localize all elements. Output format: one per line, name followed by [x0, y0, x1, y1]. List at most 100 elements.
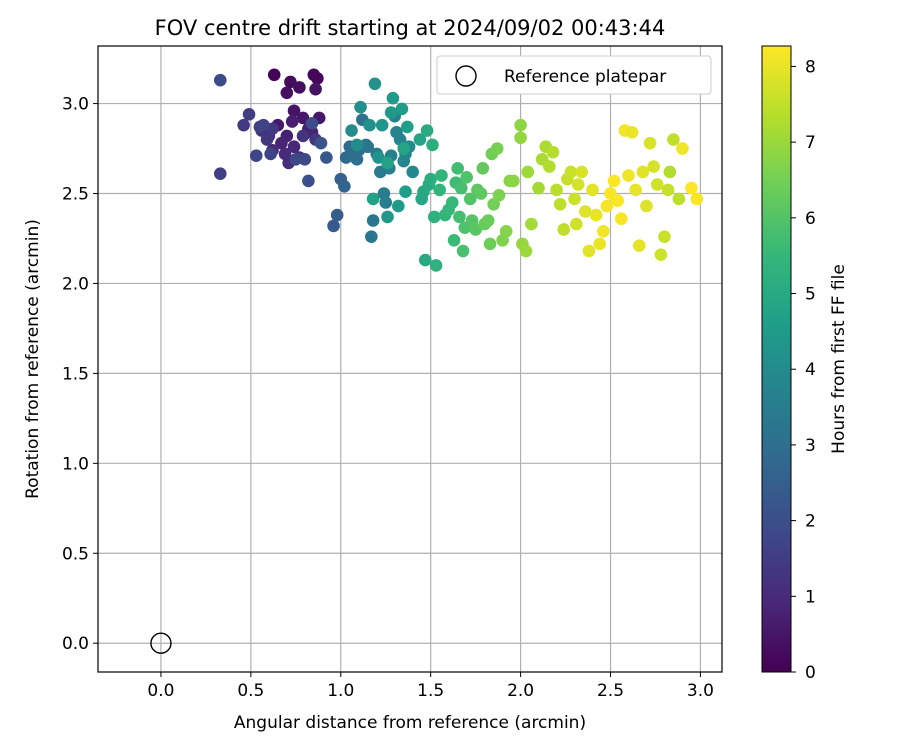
data-point [338, 180, 351, 193]
data-point [397, 142, 411, 155]
data-point [445, 196, 459, 209]
data-point [579, 205, 592, 218]
x-tick-label: 3.0 [687, 681, 714, 701]
data-point [280, 86, 294, 100]
y-axis-ticks: 0.0 0.5 1.0 1.5 2.0 2.5 3.0 [62, 95, 98, 654]
data-point [298, 153, 312, 166]
data-point [672, 192, 686, 206]
data-point [429, 259, 443, 272]
data-point [492, 189, 506, 202]
data-point [311, 72, 324, 85]
data-point [570, 217, 583, 231]
data-point [354, 100, 367, 114]
data-point [366, 192, 380, 206]
data-point [426, 138, 439, 152]
x-tick-label: 2.5 [597, 681, 624, 701]
data-point [589, 208, 603, 222]
data-point [399, 185, 412, 199]
plot-frame [97, 45, 723, 673]
data-point [213, 167, 227, 181]
data-point [375, 118, 389, 132]
data-point [607, 174, 621, 188]
data-point [460, 171, 473, 184]
data-point [237, 118, 250, 132]
data-points [213, 68, 704, 272]
data-point [521, 165, 535, 179]
data-point [625, 126, 639, 139]
data-point [676, 142, 689, 155]
data-point [451, 162, 464, 175]
data-point [418, 253, 432, 267]
grid-lines [98, 46, 722, 672]
data-point [381, 156, 394, 170]
data-point [456, 244, 470, 258]
data-point [395, 102, 409, 116]
colorbar-tick-label: 0 [805, 663, 816, 683]
data-point [361, 140, 375, 154]
data-point [213, 73, 227, 87]
data-point [663, 165, 677, 179]
data-point [242, 108, 256, 121]
colorbar-tick-label: 5 [805, 285, 816, 305]
data-point [427, 210, 441, 224]
data-point [600, 199, 614, 213]
legend-marker [455, 65, 477, 87]
data-point [611, 194, 625, 208]
data-point [474, 187, 488, 200]
data-point [647, 160, 660, 173]
data-point [368, 77, 382, 91]
data-point [643, 136, 657, 150]
data-point [433, 183, 446, 197]
reference-platepar-marker [150, 632, 172, 654]
data-point [293, 81, 306, 94]
legend-label: Reference platepar [504, 67, 666, 87]
x-tick-label: 0.0 [147, 681, 174, 701]
data-point [661, 183, 675, 197]
colorbar-tick-label: 2 [805, 512, 816, 532]
y-tick-label: 2.0 [62, 274, 89, 294]
data-point [476, 162, 490, 175]
data-point [543, 160, 556, 173]
legend-box [436, 55, 712, 95]
data-point [690, 192, 704, 206]
data-point [379, 196, 393, 209]
data-point [519, 244, 533, 258]
x-tick-label: 1.0 [327, 681, 354, 701]
data-point [650, 178, 664, 191]
x-tick-label: 2.0 [507, 681, 534, 701]
x-axis-label: Angular distance from reference (arcmin) [234, 713, 586, 733]
data-point [260, 133, 274, 146]
data-point [514, 131, 527, 145]
data-point [424, 172, 437, 186]
data-point [296, 129, 310, 143]
data-point [514, 118, 527, 132]
data-point [629, 183, 642, 197]
y-tick-label: 3.0 [62, 95, 89, 115]
data-point [667, 133, 680, 146]
data-point [386, 91, 400, 105]
data-point [435, 169, 448, 182]
data-point [453, 210, 466, 224]
data-point [314, 136, 328, 150]
colorbar [761, 45, 792, 673]
data-point [546, 145, 560, 159]
colorbar-label: Hours from first FF file [829, 264, 849, 454]
data-point [363, 118, 376, 132]
colorbar-tick-label: 1 [805, 587, 816, 607]
data-point [564, 165, 578, 179]
data-point [249, 149, 263, 163]
data-point [550, 183, 563, 197]
colorbar-ticks: 0 1 2 3 4 5 6 7 8 [791, 57, 816, 683]
y-tick-label: 2.5 [62, 185, 89, 205]
x-axis-ticks: 0.0 0.5 1.0 1.5 2.0 2.5 3.0 [147, 672, 714, 701]
data-point [499, 224, 513, 238]
data-point [586, 183, 599, 197]
data-point [309, 82, 322, 96]
data-point [593, 237, 607, 251]
data-point [330, 208, 344, 222]
data-point [640, 199, 653, 213]
data-point [365, 230, 378, 243]
colorbar-tick-label: 4 [805, 360, 816, 380]
x-tick-label: 1.5 [417, 681, 444, 701]
